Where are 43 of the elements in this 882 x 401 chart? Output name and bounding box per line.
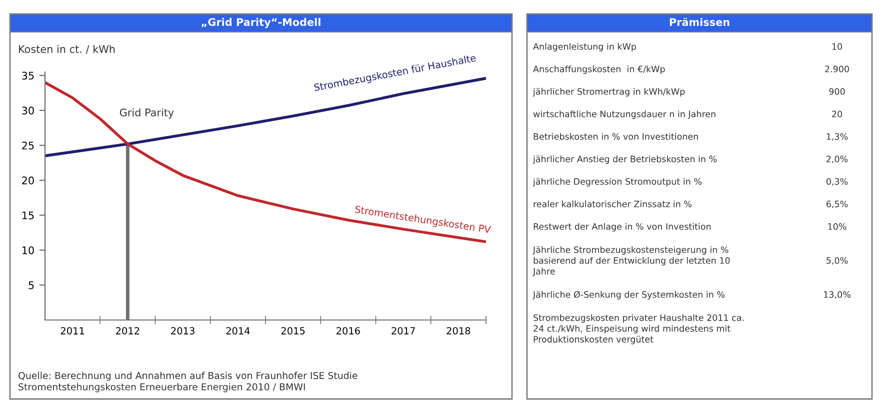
category-label: Anschaffungskosten in €/kWp [533, 66, 665, 74]
text: 2.900 [825, 66, 849, 72]
y-tick-label: 15 [22, 212, 34, 220]
category-label: wirtschaftliche Nutzungsdauer n in Jahren [533, 110, 716, 119]
category-label: Restwert der Anlage in % von Investition [534, 223, 711, 232]
x-tick-label: 2017 [392, 327, 415, 334]
category-label: Strombezugskosten privater Haushalte 2011 ca. 24 ct./kWh, Einspeisung wird mindestens mit Produktionskosten vergütet [534, 314, 744, 344]
text: 6,5% [826, 200, 848, 208]
text: 20 [832, 110, 842, 118]
chart-title: „Grid Parity“-Modell [202, 18, 320, 28]
ref-line-label: Grid Parity [120, 108, 174, 118]
y-tick-label: 35 [22, 72, 34, 80]
y-axis-title: Kosten in ct. / kWh [19, 44, 115, 54]
category-label: jährlicher Anstieg der Betriebskosten in % [532, 156, 717, 164]
y-tick-label: 25 [22, 142, 34, 150]
category-label: Anlagenleistung in kWp [533, 43, 636, 52]
category-label: realer kalkulatorischer Zinssatz in % [534, 200, 692, 208]
y-tick-label: 5 [28, 281, 34, 290]
x-tick-label: 2015 [281, 327, 305, 334]
text: 1,3% [826, 133, 848, 141]
x-tick-label: 2011 [60, 327, 84, 334]
text: 900 [829, 88, 845, 95]
category-label: Jährliche Strombezugskostensteigerung in % basierend auf der Entwicklung der letzten 10 Jahre [532, 246, 730, 276]
source-note: Quelle: Berechnung und Annahmen auf Basis von Fraunhofer ISE Studie Stromentstehungskosten Erneuerbare Energien 2010 / BMWI [18, 372, 358, 392]
text: 5,0% [826, 257, 848, 265]
text: 10% [828, 223, 846, 230]
text: Prämissen [670, 18, 730, 26]
text: 13,0% [824, 291, 850, 299]
category-label: Jährliche Ø-Senkung der Systemkosten in % [532, 291, 725, 300]
x-tick-label: 2014 [226, 327, 250, 334]
y-tick-label: 10 [22, 246, 34, 254]
y-tick-label: 30 [22, 106, 34, 115]
category-label: jährlicher Stromertrag in kWh/kWp [532, 88, 685, 96]
text: 10 [832, 43, 842, 50]
x-tick-label: 2012 [116, 327, 140, 334]
text: 0,3% [826, 178, 848, 186]
y-tick-label: 20 [22, 176, 34, 184]
text: 2,0% [826, 156, 848, 164]
category-label: jährliche Degression Stromoutput in % [532, 178, 702, 186]
x-tick-label: 2016 [336, 327, 360, 334]
x-tick-label: 2013 [171, 327, 194, 334]
x-tick-label: 2018 [446, 327, 470, 334]
category-label: Betriebskosten in % von Investitionen [534, 133, 698, 140]
